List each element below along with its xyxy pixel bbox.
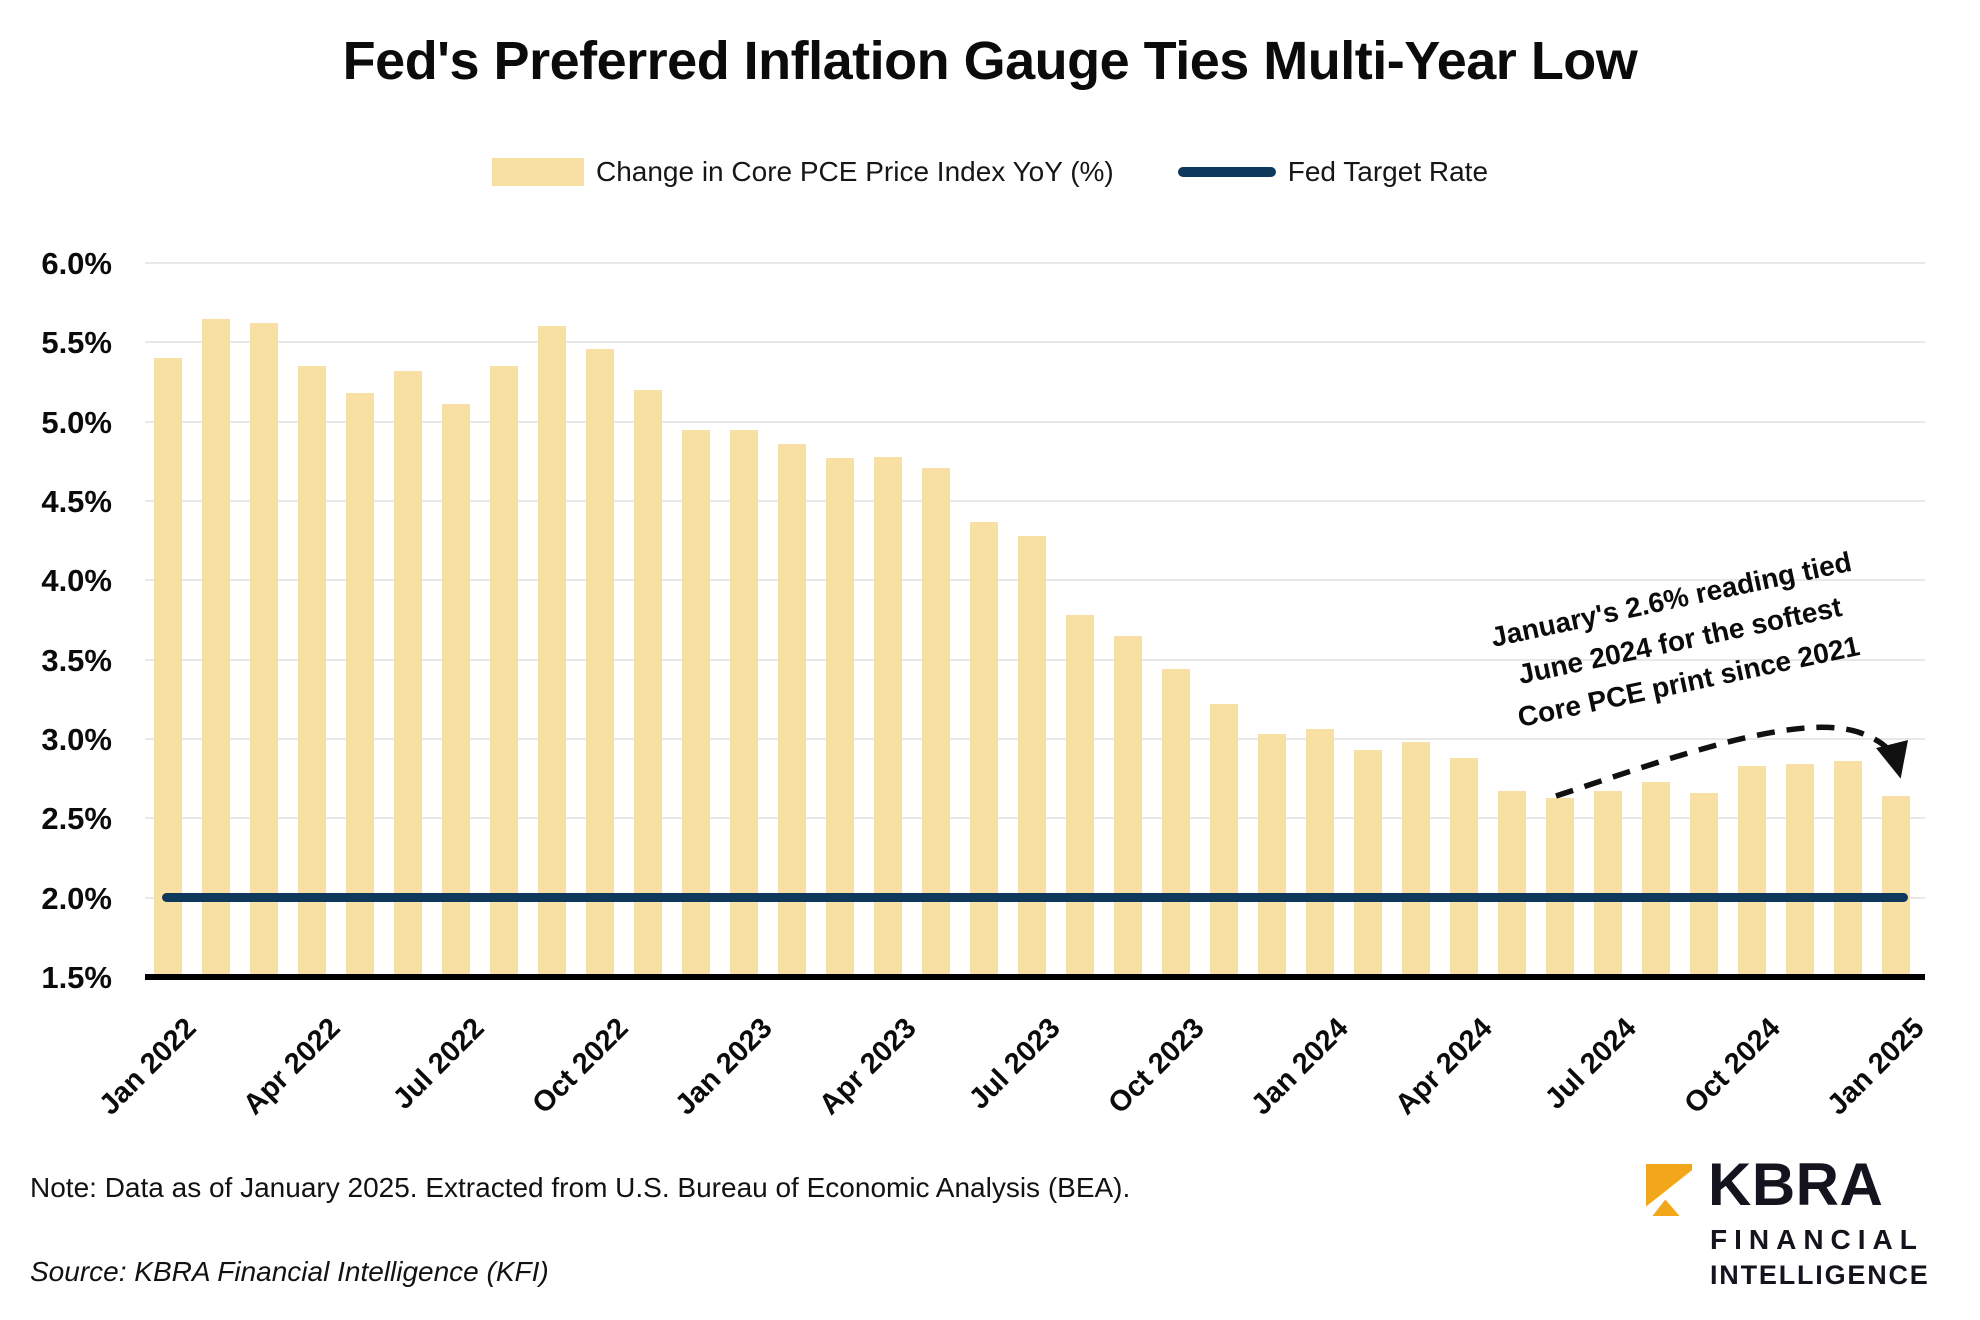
y-tick-label: 1.5% [41, 960, 112, 995]
bar-may-2023 [922, 467, 950, 977]
bar-mar-2023 [826, 458, 854, 977]
note-text: Note: Data as of January 2025. Extracted… [30, 1172, 1131, 1203]
bar-jun-2022 [394, 370, 422, 977]
bar-jun-2024 [1546, 797, 1574, 977]
bar-aug-2024 [1642, 781, 1670, 977]
bar-jun-2023 [970, 521, 998, 977]
bar-nov-2023 [1210, 704, 1238, 977]
bar-mar-2022 [250, 323, 278, 977]
bar-may-2024 [1498, 791, 1526, 977]
legend-item-fed-target: Fed Target Rate [1177, 156, 1489, 188]
bar-apr-2024 [1450, 758, 1478, 977]
bar-nov-2024 [1786, 764, 1814, 977]
bar-jan-2025 [1882, 796, 1910, 977]
bar-jan-2023 [730, 429, 758, 977]
y-tick-label: 3.0% [41, 722, 112, 757]
bar-nov-2022 [634, 389, 662, 977]
y-tick-label: 3.5% [41, 642, 112, 678]
legend-line-swatch [1177, 167, 1276, 177]
y-tick-label: 4.0% [41, 563, 112, 599]
bar-aug-2022 [490, 366, 518, 977]
bar-jul-2024 [1594, 791, 1622, 977]
bar-apr-2022 [298, 366, 326, 977]
bar-oct-2024 [1738, 765, 1766, 977]
legend-item-core-pce: Change in Core PCE Price Index YoY (%) [491, 156, 1114, 188]
gridline [145, 420, 1925, 423]
bar-feb-2024 [1354, 750, 1382, 977]
bar-sep-2022 [538, 326, 566, 977]
kbra-logo-brand: KBRA [1708, 1151, 1884, 1218]
kbra-logo-financial: FINANCIAL [1710, 1224, 1924, 1255]
source-text: Source: KBRA Financial Intelligence (KFI… [30, 1256, 549, 1287]
bar-feb-2023 [778, 443, 806, 977]
bar-may-2022 [346, 393, 374, 977]
legend-bar-label: Change in Core PCE Price Index YoY (%) [595, 156, 1114, 187]
y-tick-label: 6.0% [41, 246, 112, 281]
bar-feb-2022 [202, 318, 230, 977]
bar-sep-2023 [1114, 635, 1142, 977]
plot-area [145, 262, 1925, 977]
bar-oct-2022 [586, 348, 614, 977]
y-tick-label: 5.0% [41, 404, 112, 440]
bar-aug-2023 [1066, 615, 1094, 977]
bar-jan-2022 [154, 358, 182, 977]
y-tick-label: 5.5% [41, 325, 112, 361]
gridline [145, 500, 1925, 502]
bar-oct-2023 [1162, 669, 1190, 977]
bar-jul-2023 [1018, 535, 1046, 977]
bar-mar-2024 [1402, 742, 1430, 977]
bar-jul-2022 [442, 404, 470, 977]
gridline [145, 262, 1925, 264]
bar-dec-2024 [1834, 761, 1862, 977]
gridline [145, 341, 1925, 344]
legend-line-label: Fed Target Rate [1287, 156, 1489, 187]
bar-jan-2024 [1306, 729, 1334, 977]
y-tick-label: 4.5% [41, 484, 112, 519]
kbra-logo-intelligence: INTELLIGENCE [1710, 1260, 1930, 1290]
bar-apr-2023 [874, 456, 902, 977]
y-tick-label: 2.5% [41, 801, 112, 837]
y-tick-label: 2.0% [41, 880, 112, 916]
bar-dec-2023 [1258, 734, 1286, 977]
fed-target-rate-line [162, 893, 1908, 903]
x-axis-line [145, 974, 1925, 980]
kbra-logo-mark-icon [1646, 1164, 1692, 1216]
bar-sep-2024 [1690, 792, 1718, 977]
bar-dec-2022 [682, 429, 710, 977]
legend: Change in Core PCE Price Index YoY (%) F… [0, 156, 1980, 188]
chart-title: Fed's Preferred Inflation Gauge Ties Mul… [342, 31, 1638, 91]
legend-bar-swatch [491, 158, 584, 186]
